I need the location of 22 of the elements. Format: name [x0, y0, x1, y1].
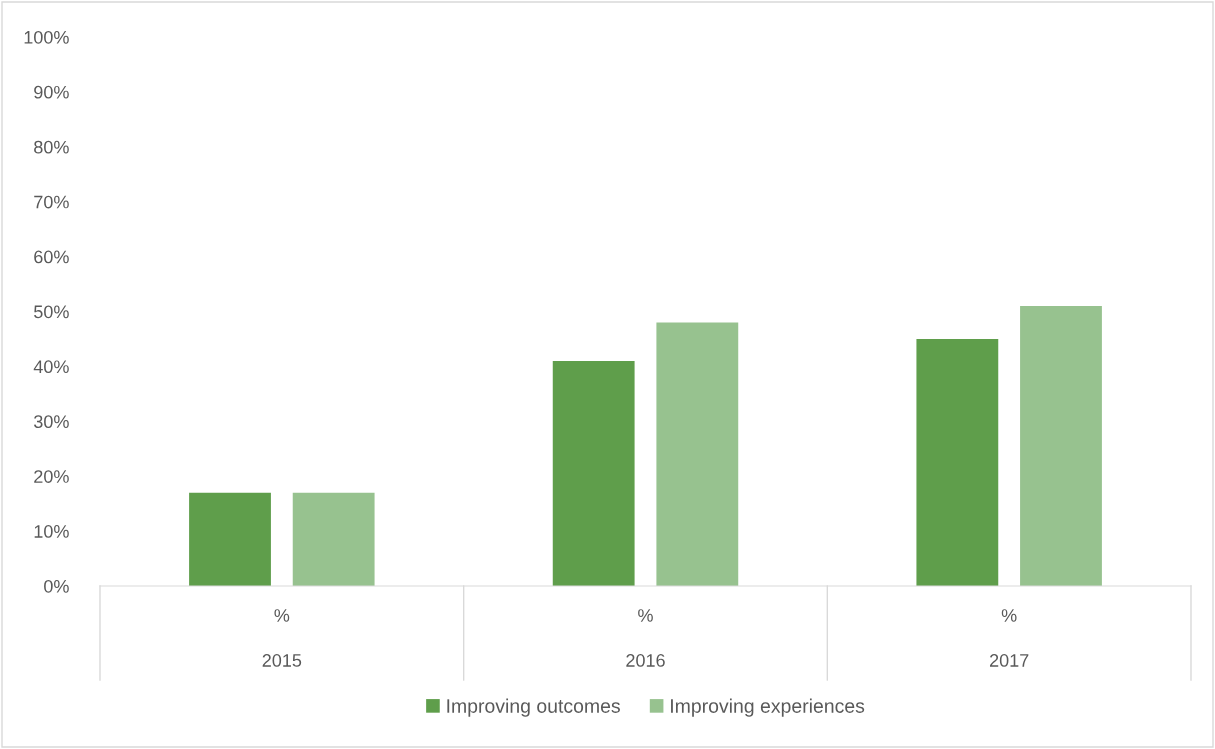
y-tick-label: 100% — [24, 30, 69, 44]
bar — [189, 492, 271, 586]
category-label: % 2015 — [262, 609, 302, 667]
y-tick-label: 10% — [34, 525, 69, 538]
y-tick-label: 80% — [34, 140, 69, 154]
bar — [656, 322, 739, 586]
y-tick-label: 0% — [44, 579, 69, 593]
y-tick-label: 70% — [34, 195, 69, 209]
y-tick-label: 60% — [34, 250, 69, 264]
legend-label: Improving experiences — [671, 698, 865, 717]
category-label: % 2017 — [989, 609, 1029, 667]
y-tick-label: 20% — [34, 470, 69, 483]
bar — [292, 492, 375, 586]
legend-label: Improving outcomes — [447, 698, 620, 717]
y-tick-label: 40% — [33, 360, 69, 374]
bar — [916, 338, 999, 586]
category-label: % 2016 — [626, 609, 665, 667]
bar — [1020, 306, 1102, 586]
bar — [552, 360, 635, 586]
y-tick-label: 30% — [34, 415, 69, 429]
y-tick-label: 90% — [34, 85, 69, 99]
y-tick-label: 50% — [34, 305, 69, 319]
